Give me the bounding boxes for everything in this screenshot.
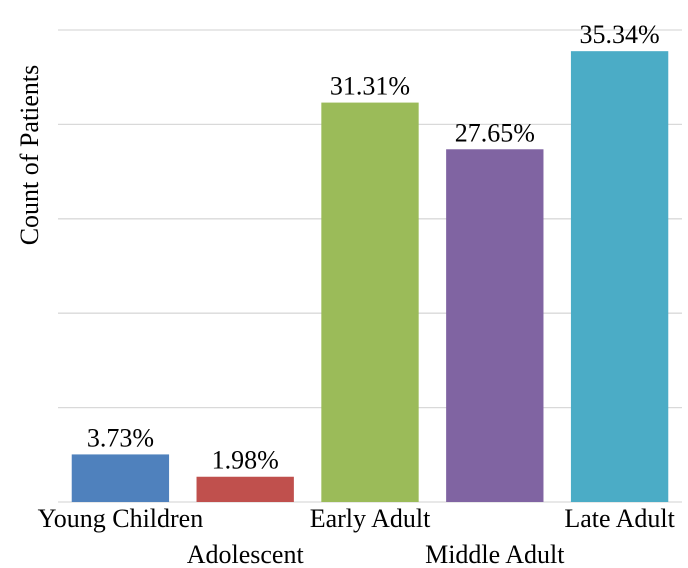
- data-label: 35.34%: [580, 20, 660, 49]
- bar-early-adult: [321, 102, 419, 503]
- data-label: 31.31%: [330, 72, 410, 101]
- bar-young-children: [71, 454, 170, 502]
- x-tick-label: Young Children: [38, 504, 204, 533]
- bars: [71, 51, 669, 503]
- data-label: 3.73%: [87, 423, 154, 452]
- bar-late-adult: [570, 51, 669, 503]
- x-tick-label: Middle Adult: [425, 540, 565, 568]
- data-labels: 3.73% 1.98% 31.31% 27.65% 35.34%: [87, 20, 660, 475]
- data-label: 1.98%: [212, 446, 279, 475]
- bar-middle-adult: [446, 149, 544, 502]
- data-label: 27.65%: [455, 118, 535, 147]
- x-tick-label: Late Adult: [564, 504, 675, 533]
- x-tick-label: Adolescent: [187, 540, 305, 568]
- bar-adolescent: [196, 476, 294, 502]
- y-axis-title: Count of Patients: [15, 65, 44, 246]
- x-tick-label: Early Adult: [310, 504, 431, 533]
